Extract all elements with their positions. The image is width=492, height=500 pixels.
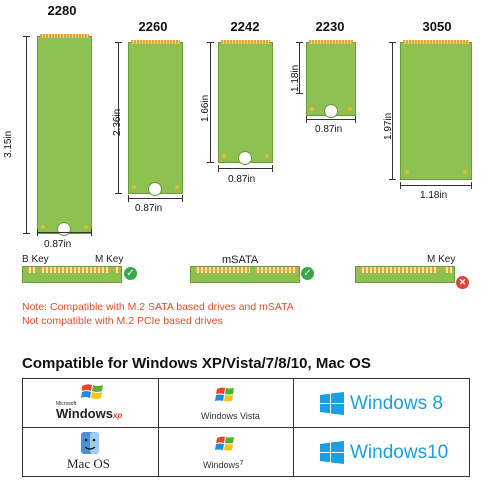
- win8-text: Windows 8: [350, 393, 443, 414]
- gold-edge: [221, 40, 270, 44]
- ssd-3050-board: [400, 40, 472, 180]
- size-2242-label: 2242: [230, 19, 260, 34]
- check-icon: ✓: [301, 267, 314, 280]
- width-dim-line-2230: [306, 116, 356, 123]
- pin-group: [195, 267, 250, 273]
- windows-vista-orb-icon: [215, 387, 234, 402]
- note-compatible: Note: Compatible with M.2 SATA based dri…: [22, 301, 294, 313]
- m-key-only-label: M Key: [427, 254, 456, 265]
- height-dim-line-2242: [207, 42, 214, 163]
- mount-hole: [324, 104, 338, 118]
- screw-dot: [84, 225, 88, 229]
- m-key-label: M Key: [95, 254, 124, 265]
- vista-text: Windows Vista: [201, 411, 260, 421]
- screw-dot: [405, 170, 409, 174]
- gold-edge: [131, 40, 180, 44]
- width-dim-line-2260: [128, 195, 183, 202]
- xp-windows-text: Windowsxp: [56, 406, 122, 421]
- cross-icon: ✕: [456, 276, 469, 289]
- pin-group: [114, 267, 120, 273]
- mount-hole: [148, 182, 162, 196]
- size-3050-label: 3050: [422, 19, 452, 34]
- windows-8-logo-icon: [320, 392, 344, 415]
- pin-group: [360, 267, 438, 273]
- height-label-2230: 1.18in: [290, 64, 301, 92]
- pin-group: [40, 267, 109, 273]
- height-dim-line-3050: [389, 42, 396, 180]
- height-dim-line-2230: [296, 42, 303, 94]
- size-2280-label: 2280: [47, 3, 77, 18]
- height-dim-line-2260: [115, 42, 122, 194]
- mac-finder-icon: [81, 432, 99, 454]
- ssd-2230-board: [306, 40, 356, 118]
- win7-suffix: 7: [239, 460, 244, 467]
- os-cell-win7: Windows7: [158, 427, 294, 477]
- gold-edge: [309, 40, 353, 44]
- windows-10-logo-icon: [320, 441, 344, 464]
- ssd-2260-board: [128, 40, 183, 196]
- width-label-2260: 0.87in: [135, 203, 163, 214]
- width-dim-line-2242: [218, 165, 273, 172]
- win10-text: Windows10: [350, 442, 449, 463]
- note-incompatible: Not compatible with M.2 PCIe based drive…: [22, 315, 223, 327]
- screw-dot: [132, 185, 136, 189]
- pin-group: [255, 267, 297, 273]
- width-label-3050: 1.18in: [420, 190, 448, 201]
- screw-dot: [41, 225, 45, 229]
- check-icon: ✓: [124, 267, 137, 280]
- win7-text: Windows7: [203, 460, 243, 470]
- height-label-2260: 2.36in: [112, 108, 123, 136]
- bm-key-connector: [22, 266, 122, 283]
- height-dim-line-2280: [23, 36, 30, 234]
- msata-connector: [190, 266, 300, 283]
- height-label-2242: 1.66in: [200, 94, 211, 122]
- win7-brand: Windows: [203, 460, 240, 470]
- os-cell-win8: Windows 8: [293, 378, 470, 428]
- pin-group: [444, 267, 452, 273]
- width-label-2230: 0.87in: [315, 124, 343, 135]
- windows-xp-flag-icon: [81, 384, 103, 399]
- screw-dot: [265, 154, 269, 158]
- msata-label: mSATA: [222, 254, 259, 266]
- mount-hole: [238, 151, 252, 165]
- gold-edge: [403, 40, 469, 44]
- width-dim-line-3050: [400, 182, 472, 189]
- screw-dot: [463, 170, 467, 174]
- gold-edge: [40, 34, 89, 38]
- os-cell-xp: Microsoft Windowsxp: [22, 378, 159, 428]
- screw-dot: [175, 185, 179, 189]
- size-2260-label: 2260: [138, 19, 168, 34]
- windows-7-orb-icon: [215, 436, 234, 451]
- xp-microsoft-text: Microsoft: [56, 401, 77, 407]
- height-label-2280: 3.15in: [3, 130, 14, 158]
- ssd-2280-board: [37, 34, 92, 236]
- b-key-label: B Key: [22, 254, 49, 265]
- ssd-2242-board: [218, 40, 273, 165]
- xp-suffix: xp: [112, 411, 123, 420]
- compat-title: Compatible for Windows XP/Vista/7/8/10, …: [22, 355, 371, 372]
- m-key-connector: [355, 266, 455, 283]
- xp-brand: Windows: [56, 406, 113, 421]
- width-dim-line-2280: [37, 229, 92, 236]
- height-label-3050: 1.97in: [383, 112, 394, 140]
- width-label-2242: 0.87in: [228, 174, 256, 185]
- size-2230-label: 2230: [315, 19, 345, 34]
- screw-dot: [310, 107, 314, 111]
- screw-dot: [222, 154, 226, 158]
- os-cell-win10: Windows10: [293, 427, 470, 477]
- screw-dot: [348, 107, 352, 111]
- macos-text: Mac OS: [67, 456, 110, 471]
- pin-group: [27, 267, 35, 273]
- os-cell-vista: Windows Vista: [158, 378, 294, 428]
- width-label-2280: 0.87in: [44, 239, 72, 250]
- mount-hole: [57, 222, 71, 236]
- os-cell-macos: Mac OS: [22, 427, 159, 477]
